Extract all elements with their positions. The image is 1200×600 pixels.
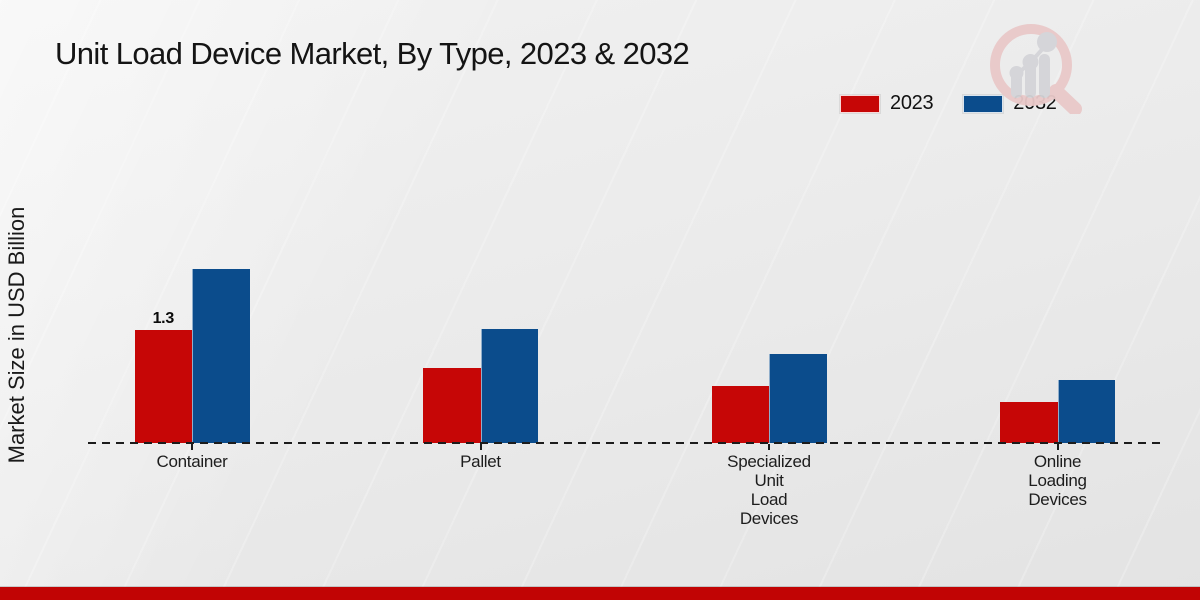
legend-swatch-2023 (840, 94, 880, 113)
legend-label-2023: 2023 (890, 92, 934, 114)
bar-2023-specialized-unit-load-devices (711, 386, 769, 443)
category-label-online-loading-devices: Online Loading Devices (1028, 452, 1087, 509)
category-label-specialized-unit-load-devices: Specialized Unit Load Devices (727, 452, 811, 528)
chart-title: Unit Load Device Market, By Type, 2023 &… (55, 36, 690, 71)
bar-2032-container (192, 269, 250, 443)
bar-2032-pallet (480, 329, 538, 443)
legend-swatch-2032 (963, 94, 1004, 113)
bar-2023-pallet (423, 368, 481, 443)
bar-value-label-2023-container: 1.3 (152, 309, 175, 327)
bar-2023-online-loading-devices (1000, 402, 1058, 443)
bar-2023-container (134, 329, 192, 443)
bar-2032-online-loading-devices (1057, 379, 1115, 443)
x-axis-tick-container (191, 444, 193, 450)
bar-2032-specialized-unit-load-devices (769, 354, 827, 443)
x-axis-dashed-line (88, 442, 1165, 444)
category-label-pallet: Pallet (460, 452, 501, 471)
magnifier-bar-chart-logo-icon (990, 24, 1082, 114)
x-axis-tick-specialized-unit-load-devices (768, 444, 770, 450)
legend-item-2023: 2023 (840, 92, 934, 115)
x-axis-tick-online-loading-devices (1056, 444, 1059, 450)
category-label-container: Container (156, 452, 228, 471)
footer-accent-bar (0, 587, 1200, 600)
x-axis-tick-pallet (479, 444, 482, 450)
